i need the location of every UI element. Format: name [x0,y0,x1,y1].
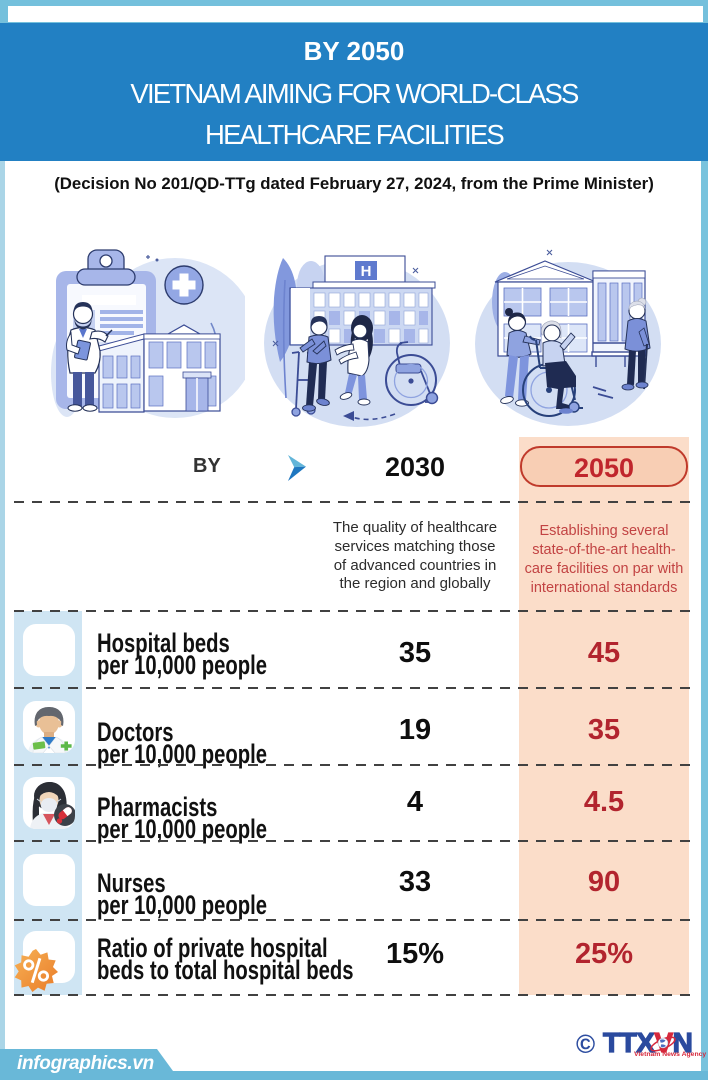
svg-text:H: H [361,263,372,280]
